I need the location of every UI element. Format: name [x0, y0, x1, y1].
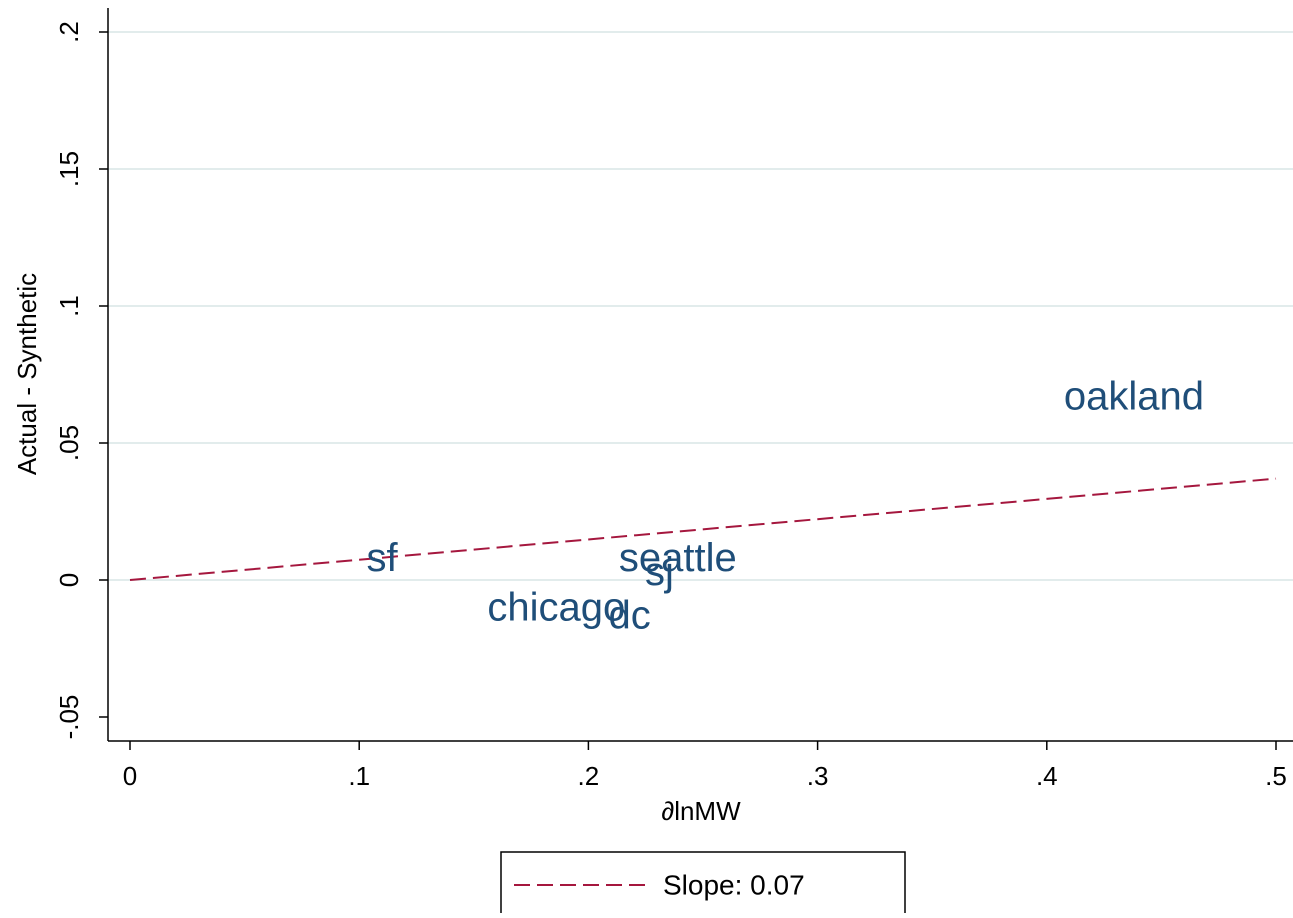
x-tick-label-3: .3 [807, 761, 829, 791]
x-ticks: 0 .1 .2 .3 .4 .5 [123, 741, 1287, 791]
point-label-chicago: chicago [487, 585, 625, 629]
y-tick-label-4: .15 [54, 151, 84, 187]
y-tick-label-2: .05 [54, 425, 84, 461]
point-label-seattle: seattle [619, 536, 737, 580]
point-label-sj: sj [645, 550, 674, 594]
y-tick-label-0: -.05 [54, 695, 84, 740]
x-tick-label-0: 0 [123, 761, 137, 791]
point-label-sf: sf [367, 536, 399, 580]
x-tick-label-1: .1 [348, 761, 370, 791]
x-tick-label-5: .5 [1265, 761, 1287, 791]
legend-entry: Slope: 0.07 [663, 870, 805, 901]
legend: Slope: 0.07 [500, 851, 906, 918]
y-tick-label-3: .1 [54, 295, 84, 317]
fit-line [129, 477, 1277, 581]
x-tick-label-4: .4 [1036, 761, 1058, 791]
point-label-dc: dc [609, 594, 651, 638]
y-ticks: -.05 0 .05 .1 .15 .2 [54, 21, 108, 739]
y-axis-label: Actual - Synthetic [12, 273, 42, 475]
x-tick-label-2: .2 [578, 761, 600, 791]
grid-lines [108, 31, 1293, 581]
y-tick-label-5: .2 [54, 21, 84, 43]
y-tick-label-1: 0 [54, 573, 84, 587]
x-axis-label: ∂lnMW [661, 796, 741, 826]
point-label-oakland: oakland [1064, 374, 1204, 418]
